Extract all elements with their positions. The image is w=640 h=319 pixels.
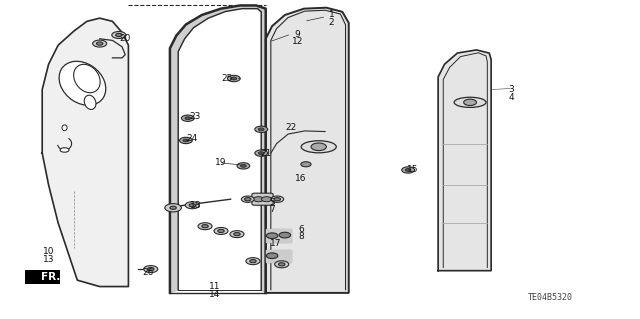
Text: 18: 18 — [189, 201, 201, 210]
Circle shape — [246, 258, 260, 265]
Circle shape — [93, 40, 107, 47]
Circle shape — [170, 206, 176, 209]
Ellipse shape — [59, 61, 106, 105]
Text: 26: 26 — [142, 268, 153, 277]
Circle shape — [97, 42, 103, 45]
Ellipse shape — [301, 141, 336, 153]
Text: 22: 22 — [285, 123, 297, 132]
Circle shape — [266, 233, 278, 239]
Circle shape — [311, 143, 326, 151]
Polygon shape — [266, 250, 291, 262]
Circle shape — [274, 197, 280, 201]
Text: 6: 6 — [298, 225, 304, 234]
Circle shape — [237, 163, 250, 169]
Text: 21: 21 — [260, 149, 271, 158]
Text: TE04B5320: TE04B5320 — [527, 293, 572, 302]
Circle shape — [271, 196, 284, 202]
Circle shape — [230, 231, 244, 238]
Polygon shape — [42, 18, 129, 286]
Text: 9: 9 — [295, 30, 301, 39]
Text: 13: 13 — [43, 255, 54, 264]
Text: 7: 7 — [269, 205, 275, 214]
Text: 12: 12 — [292, 37, 303, 46]
Circle shape — [402, 167, 415, 173]
Text: FR.: FR. — [41, 272, 60, 282]
Circle shape — [301, 162, 311, 167]
Circle shape — [148, 268, 154, 271]
Text: 5: 5 — [269, 198, 275, 207]
Circle shape — [198, 223, 212, 230]
Circle shape — [244, 197, 251, 201]
Circle shape — [231, 77, 237, 80]
Circle shape — [259, 152, 264, 155]
Polygon shape — [438, 50, 491, 271]
Circle shape — [202, 225, 208, 228]
Circle shape — [227, 75, 240, 82]
Text: 2: 2 — [329, 19, 334, 27]
Ellipse shape — [74, 64, 100, 93]
Text: 10: 10 — [43, 247, 54, 256]
Text: 17: 17 — [269, 239, 281, 248]
Circle shape — [60, 148, 69, 152]
Polygon shape — [170, 5, 266, 293]
Polygon shape — [266, 8, 349, 293]
Text: 4: 4 — [509, 93, 515, 102]
FancyBboxPatch shape — [25, 270, 60, 284]
Text: 25: 25 — [221, 74, 233, 83]
Circle shape — [275, 261, 289, 268]
Text: 23: 23 — [190, 112, 201, 121]
Text: 11: 11 — [209, 282, 220, 291]
Circle shape — [183, 139, 189, 142]
Circle shape — [278, 263, 285, 266]
Circle shape — [255, 126, 268, 132]
Circle shape — [405, 168, 411, 171]
Circle shape — [255, 150, 268, 156]
Ellipse shape — [62, 125, 67, 130]
Text: 16: 16 — [295, 174, 307, 183]
Polygon shape — [266, 229, 291, 242]
Circle shape — [279, 232, 291, 238]
Circle shape — [234, 233, 240, 236]
Circle shape — [181, 115, 194, 122]
Ellipse shape — [84, 95, 96, 109]
Circle shape — [241, 196, 254, 202]
Ellipse shape — [454, 97, 486, 108]
Circle shape — [214, 227, 228, 234]
Text: 24: 24 — [187, 134, 198, 143]
Circle shape — [179, 137, 192, 144]
Circle shape — [218, 229, 224, 233]
Circle shape — [259, 128, 264, 131]
Text: 1: 1 — [328, 11, 334, 19]
Circle shape — [266, 253, 278, 259]
Circle shape — [241, 164, 246, 167]
Circle shape — [189, 204, 195, 207]
Circle shape — [261, 197, 271, 202]
Circle shape — [185, 117, 191, 120]
Circle shape — [144, 266, 158, 272]
Circle shape — [250, 260, 256, 263]
Circle shape — [165, 204, 181, 212]
Text: 20: 20 — [120, 34, 131, 43]
Text: 8: 8 — [298, 232, 304, 241]
Circle shape — [112, 32, 126, 39]
FancyBboxPatch shape — [252, 193, 273, 205]
Circle shape — [185, 202, 199, 209]
Text: 3: 3 — [509, 85, 515, 94]
Text: 19: 19 — [215, 158, 227, 167]
Circle shape — [253, 197, 264, 202]
Text: 15: 15 — [407, 165, 419, 174]
Circle shape — [464, 99, 476, 106]
Circle shape — [116, 33, 122, 37]
Text: 14: 14 — [209, 290, 220, 299]
